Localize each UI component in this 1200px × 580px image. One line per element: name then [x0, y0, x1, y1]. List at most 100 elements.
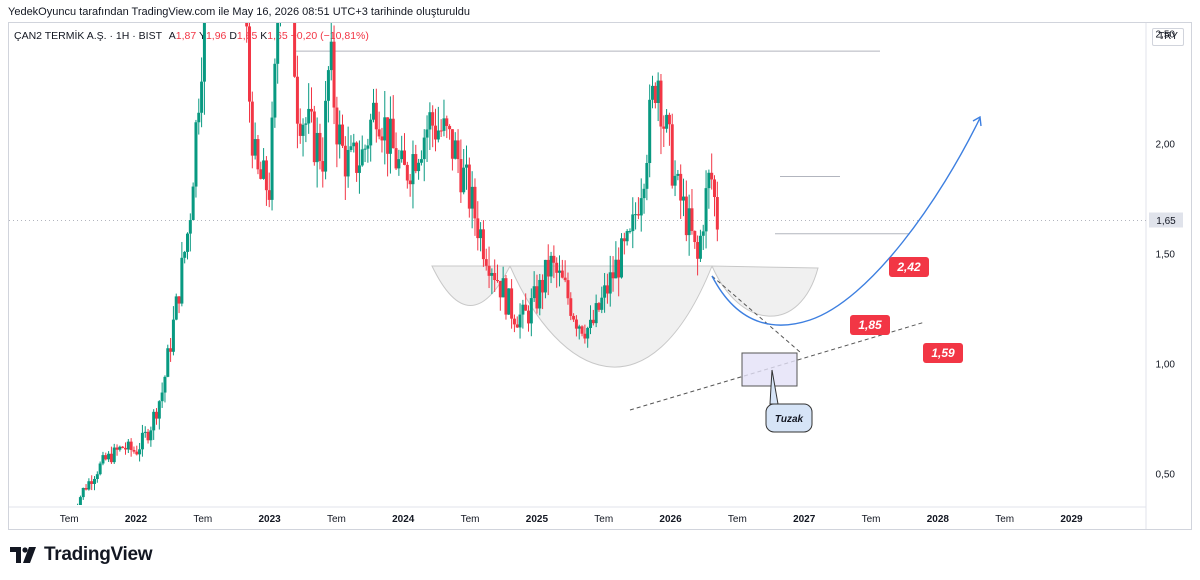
candle-body: [419, 159, 423, 163]
candle-body: [326, 70, 330, 101]
candle-body: [459, 159, 463, 193]
candle-body: [574, 319, 578, 329]
candle-body: [558, 270, 562, 273]
candle-body: [580, 326, 584, 334]
x-tick-label: Tem: [862, 514, 881, 525]
x-tick-label: Tem: [461, 514, 480, 525]
candle-body: [476, 218, 480, 239]
cup-right-shape: [711, 265, 819, 317]
candle-body: [487, 265, 491, 276]
trap-callout: [765, 403, 813, 433]
candle-body: [343, 145, 347, 177]
candle-body: [450, 129, 454, 159]
candle-body: [397, 159, 401, 169]
candle-body: [625, 231, 629, 242]
candle-body: [180, 257, 184, 304]
candle-body: [628, 231, 632, 233]
candle-body: [132, 449, 136, 452]
candles: [76, 23, 719, 512]
candle-body: [310, 108, 314, 112]
trap-zone: [741, 352, 798, 387]
x-tick-label: 2022: [125, 514, 148, 525]
candle-body: [346, 149, 350, 177]
candle-body: [87, 481, 91, 490]
candle-body: [267, 190, 271, 200]
candle-body: [169, 348, 173, 352]
candle-body: [670, 124, 674, 186]
candle-body: [109, 453, 113, 463]
chart-frame: [8, 22, 1192, 530]
candle-body: [535, 286, 539, 309]
candle-body: [155, 411, 159, 419]
candle-body: [115, 447, 119, 450]
candle-body: [293, 23, 297, 77]
candle-body: [324, 100, 328, 172]
candle-body: [594, 303, 598, 324]
candle-body: [484, 259, 488, 266]
open-value: 1,87: [175, 30, 197, 42]
candle-body: [194, 122, 198, 187]
candle-body: [383, 117, 387, 141]
currency-button[interactable]: TRY: [1152, 28, 1184, 46]
candle-body: [304, 123, 308, 125]
candle-body: [270, 117, 274, 200]
candle-body: [577, 326, 581, 329]
candle-body: [462, 167, 466, 193]
candle-body: [422, 137, 426, 160]
candle-body: [163, 376, 167, 393]
candle-body: [101, 455, 105, 464]
candle-body: [665, 114, 669, 129]
candle-body: [645, 162, 649, 189]
candle-body: [318, 132, 322, 162]
candle-body: [408, 180, 412, 185]
candle-body: [617, 259, 621, 278]
candle-body: [479, 229, 483, 239]
mid-badge: 1,85: [858, 318, 882, 332]
candle-body: [391, 118, 395, 149]
candle-body: [445, 118, 449, 126]
mid-badge-bg: [850, 315, 890, 335]
x-tick-label: 2029: [1060, 514, 1083, 525]
candle-body: [135, 451, 139, 455]
symbol-title[interactable]: ÇAN2 TERMİK A.Ş. · 1H · BIST: [14, 30, 162, 42]
candle-body: [622, 238, 626, 242]
candle-body: [417, 162, 421, 172]
candle-body: [470, 186, 474, 209]
candle-body: [355, 142, 359, 173]
x-tick-label: 2026: [659, 514, 682, 525]
candle-body: [349, 146, 353, 150]
candle-body: [112, 447, 116, 463]
candle-body: [507, 288, 511, 315]
candle-body: [250, 101, 254, 156]
candle-body: [639, 198, 643, 216]
candle-body: [321, 161, 325, 172]
candle-body: [95, 474, 99, 479]
candle-body: [662, 126, 666, 129]
candle-body: [504, 278, 508, 315]
candle-body: [256, 139, 260, 170]
candle-body: [76, 508, 79, 512]
candle-body: [425, 129, 429, 138]
candle-body: [611, 272, 615, 279]
x-tick-label: 2027: [793, 514, 816, 525]
candle-body: [673, 175, 677, 186]
candle-body: [372, 102, 376, 120]
candle-body: [521, 304, 525, 315]
candle-body: [496, 280, 500, 282]
candle-body: [338, 124, 342, 145]
x-tick-label: 2024: [392, 514, 415, 525]
x-tick-label: Tem: [594, 514, 613, 525]
x-tick-label: 2028: [927, 514, 950, 525]
candle-body: [329, 41, 333, 71]
candle-body: [200, 81, 204, 113]
trap-callout-text: Tuzak: [775, 414, 804, 425]
candle-body: [380, 136, 384, 141]
tradingview-logo: TradingView: [10, 544, 153, 566]
candle-body: [259, 169, 263, 179]
candle-body: [315, 132, 319, 163]
candle-body: [188, 220, 192, 234]
candle-body: [90, 481, 94, 484]
candle-body: [600, 297, 604, 310]
candle-body: [107, 453, 111, 460]
